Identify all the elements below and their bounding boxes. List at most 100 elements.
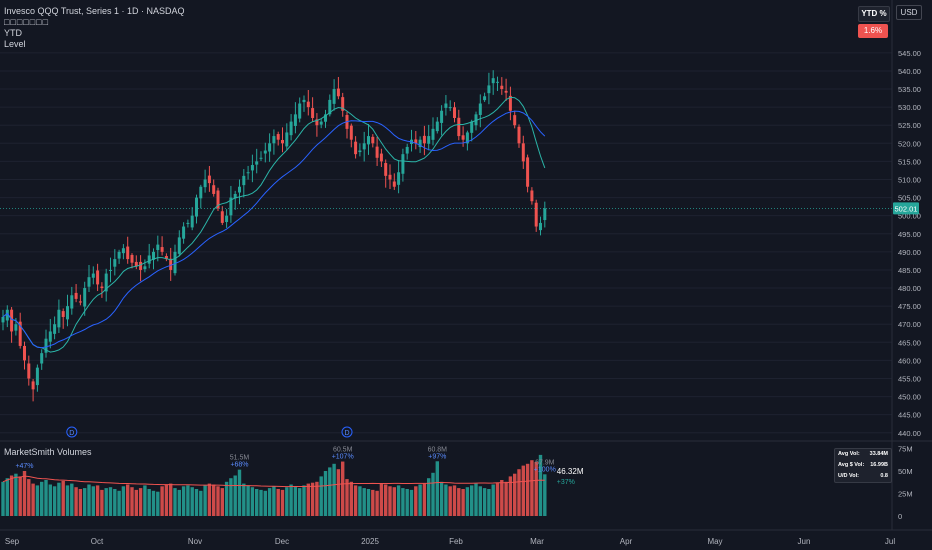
candle	[48, 331, 52, 342]
volume-bar	[117, 490, 121, 516]
price-tick-label: 490.00	[898, 248, 921, 257]
volume-bar	[78, 489, 83, 516]
time-axis-label: Jun	[798, 537, 811, 546]
price-tick-label: 475.00	[898, 302, 921, 311]
indicator-level-label[interactable]: Level	[4, 39, 26, 49]
volume-bar	[31, 483, 35, 516]
ytd-percent-button[interactable]: YTD %	[858, 6, 890, 22]
volume-bar	[272, 486, 276, 516]
volume-bar	[452, 485, 457, 516]
volume-bar	[465, 487, 470, 516]
volume-bar	[121, 486, 126, 516]
candle	[263, 150, 267, 154]
volume-bar	[199, 490, 203, 516]
volume-bar	[336, 469, 341, 516]
volume-bar	[169, 483, 173, 516]
candle	[190, 215, 194, 228]
volume-stats-panel: Avg Vol: 33.84M Avg $ Vol: 16.99B U/D Vol:…	[834, 448, 892, 483]
candle	[242, 175, 246, 186]
candle	[328, 99, 332, 115]
volume-bar	[143, 485, 147, 516]
current-volume-pct: +37%	[557, 479, 575, 486]
candle	[212, 185, 216, 194]
price-tick-label: 530.00	[898, 103, 921, 112]
volume-bar	[5, 478, 9, 516]
volume-bar	[414, 486, 418, 516]
candle	[491, 78, 495, 84]
candle	[453, 107, 456, 118]
candle	[311, 108, 315, 118]
candle	[255, 161, 259, 165]
volume-bar	[362, 488, 366, 516]
avg-dollar-vol-row: Avg $ Vol: 16.99B	[838, 462, 888, 468]
time-axis-label: May	[707, 537, 722, 546]
candle	[324, 114, 327, 122]
volume-bar	[203, 485, 207, 516]
volume-bar	[538, 454, 543, 516]
price-tick-label: 545.00	[898, 49, 921, 58]
candle	[354, 141, 358, 155]
volume-annotation-value: 60.8M	[428, 446, 448, 453]
candle	[66, 306, 69, 320]
candle	[276, 134, 280, 140]
candle	[306, 101, 310, 108]
volume-bar	[138, 488, 143, 516]
candle	[83, 288, 87, 307]
volume-bar	[151, 490, 156, 516]
candle	[534, 202, 538, 227]
volume-bar	[250, 487, 255, 516]
candle	[10, 309, 14, 332]
candle	[444, 103, 448, 108]
dividend-marker-icon[interactable]	[341, 426, 353, 438]
price-tick-label: 515.00	[898, 157, 921, 166]
volume-bar	[345, 479, 349, 516]
candle	[130, 254, 134, 263]
time-axis-label: Nov	[188, 537, 202, 546]
indicator-ytd-label[interactable]: YTD	[4, 28, 22, 38]
candle	[121, 248, 125, 254]
candle	[526, 157, 530, 187]
candle	[35, 367, 39, 386]
volume-bar	[100, 489, 104, 516]
price-tick-label: 540.00	[898, 67, 921, 76]
candle	[195, 197, 198, 217]
candle	[405, 146, 409, 154]
volume-bar	[431, 472, 435, 516]
candle	[422, 135, 426, 144]
symbol-title: Invesco QQQ Trust, Series 1 · 1D · NASDA…	[4, 6, 185, 16]
price-tick-label: 460.00	[898, 356, 921, 365]
candle	[470, 121, 474, 133]
volume-pane-title[interactable]: MarketSmith Volumes	[4, 447, 92, 457]
candle	[186, 222, 190, 224]
price-tick-label: 520.00	[898, 139, 921, 148]
volume-tick-label: 75M	[898, 445, 913, 454]
dividend-marker-icon[interactable]	[66, 426, 78, 438]
candle	[182, 226, 186, 239]
candle	[18, 321, 22, 346]
volume-bar	[388, 486, 392, 516]
volume-bar	[293, 486, 298, 516]
price-tick-label: 525.00	[898, 121, 921, 130]
currency-button[interactable]: USD	[896, 5, 922, 20]
candle	[379, 153, 383, 162]
volume-bar	[52, 486, 57, 516]
volume-tick-label: 50M	[898, 467, 913, 476]
candle	[319, 121, 323, 125]
volume-bar	[341, 461, 345, 516]
volume-bar	[298, 488, 302, 516]
volume-annotation-value: 51.5M	[230, 455, 250, 462]
candle	[156, 244, 160, 251]
volume-bar	[482, 488, 487, 516]
volume-bar	[517, 469, 521, 516]
volume-bar	[495, 482, 500, 516]
candle	[500, 85, 504, 90]
candle	[143, 266, 147, 270]
candle	[87, 277, 91, 287]
volume-bar	[87, 484, 91, 516]
volume-bar	[315, 481, 319, 516]
volume-bar	[422, 483, 427, 516]
volume-bar	[48, 484, 52, 516]
volume-bar	[439, 481, 444, 516]
dividend-marker-label: D	[69, 430, 74, 437]
